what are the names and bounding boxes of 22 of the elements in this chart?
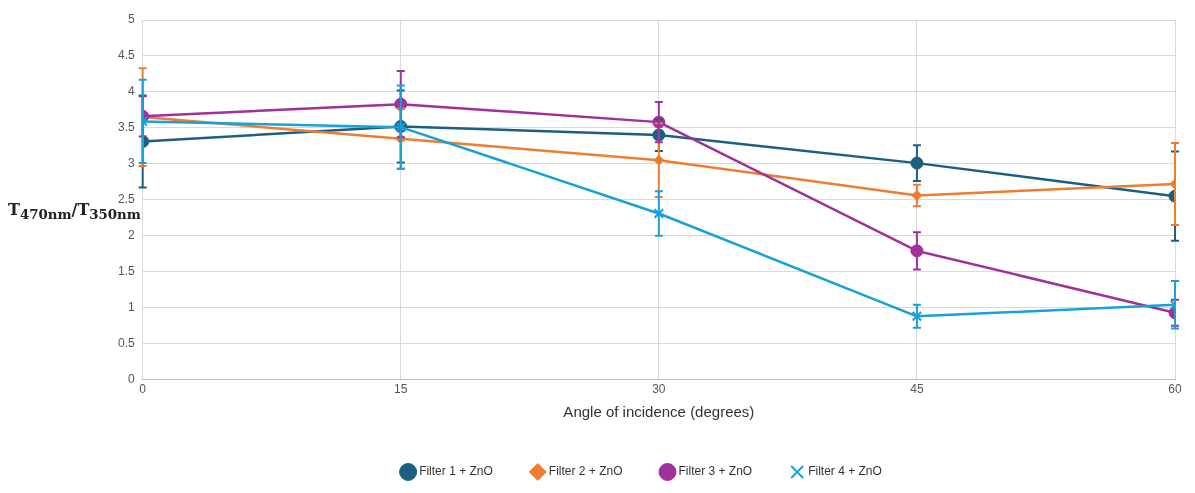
legend-label: Filter 2 + ZnO <box>548 464 623 479</box>
legend-label: Filter 4 + ZnO <box>808 464 882 479</box>
x-tick-label: 45 <box>910 382 924 397</box>
y-tick-label: 1 <box>127 299 135 314</box>
legend-label: Filter 1 + ZnO <box>419 464 493 479</box>
y-tick-label: 2 <box>127 228 135 243</box>
y-tick-label: 0.5 <box>117 335 135 350</box>
y-tick-label: 5 <box>127 12 135 27</box>
x-tick-label: 0 <box>139 382 147 397</box>
point <box>653 208 665 219</box>
y-tick-label: 1.5 <box>117 264 135 279</box>
x-tick-label: 30 <box>652 382 666 397</box>
legend-label: Filter 3 + ZnO <box>678 464 753 479</box>
x-tick-label: 15 <box>394 382 408 397</box>
y-tick-label: 3.5 <box>117 120 135 135</box>
y-tick-label: 0 <box>127 371 135 386</box>
point <box>911 311 923 322</box>
x-tick-label: 60 <box>1168 382 1182 397</box>
y-tick-label: 3 <box>127 156 135 171</box>
x-axis-title: Angle of incidence (degrees) <box>563 403 755 421</box>
y-tick-label: 4.5 <box>117 48 135 63</box>
y-tick-label: 4 <box>127 84 135 99</box>
